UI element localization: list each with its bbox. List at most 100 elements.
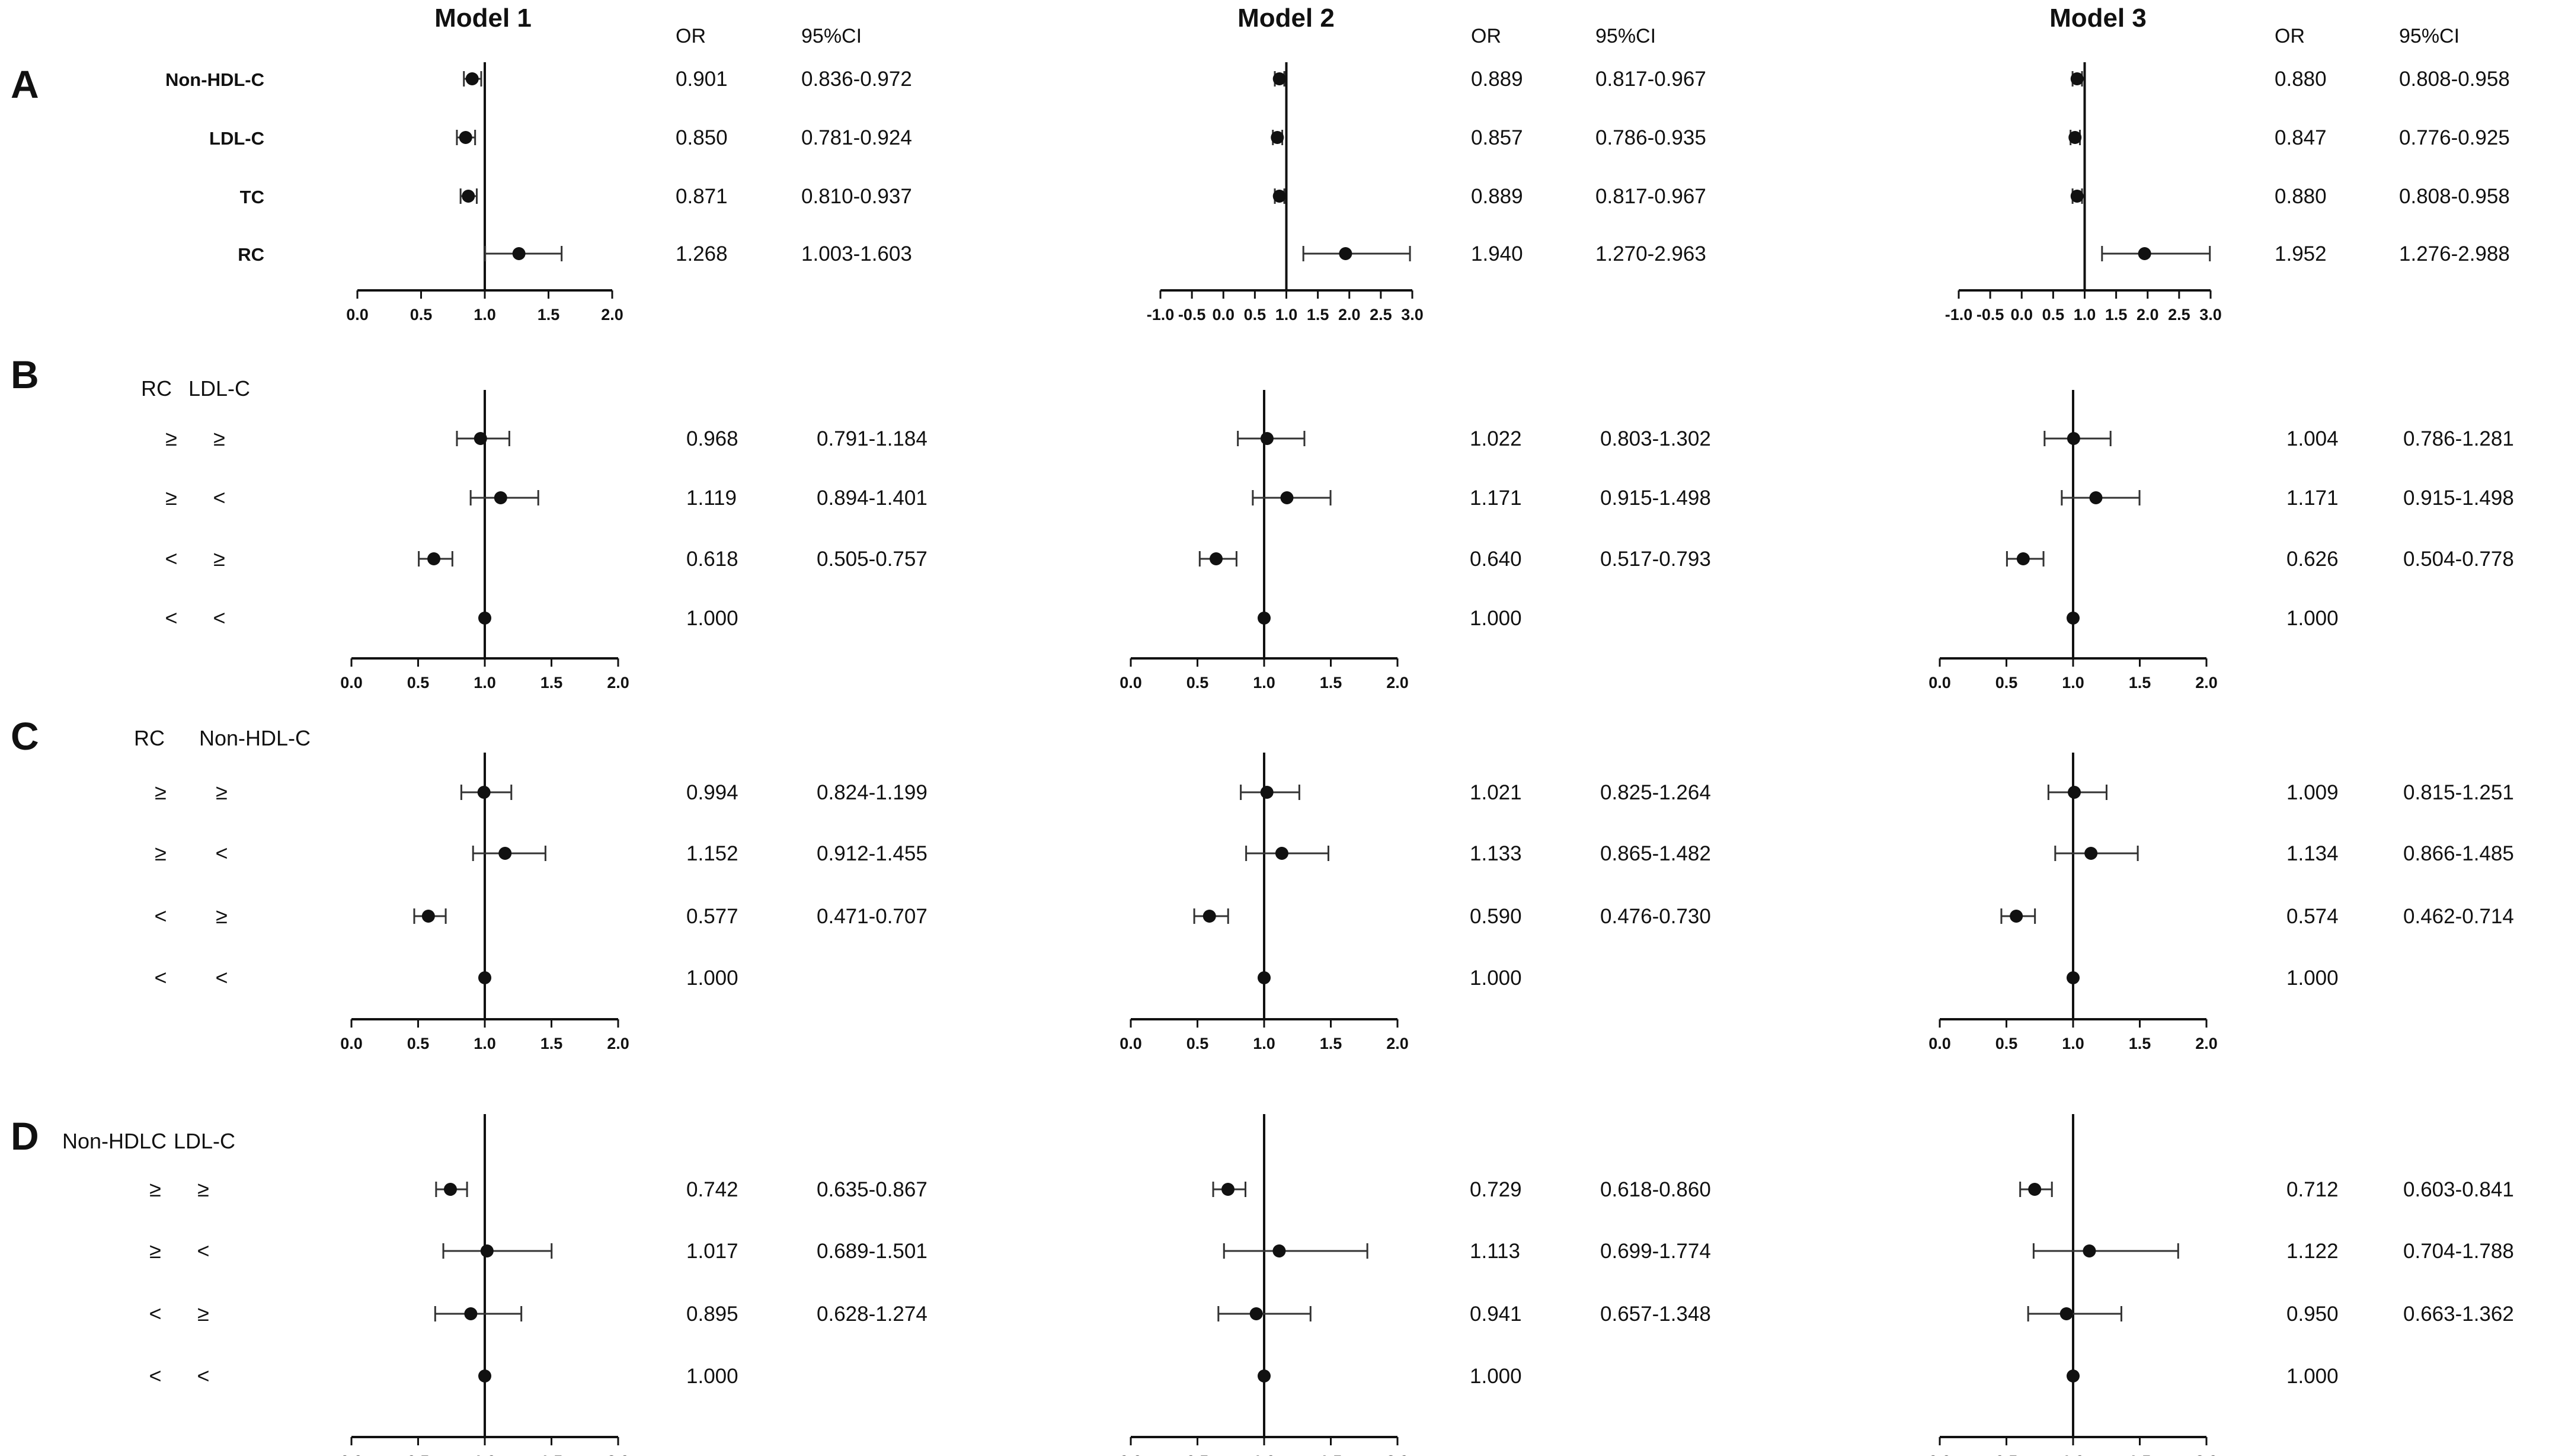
ci-value-label: 0.791-1.184 xyxy=(817,427,928,450)
x-tick-label: 0.0 xyxy=(2010,306,2033,324)
panel-letter: D xyxy=(11,1114,39,1158)
x-tick-label: 1.0 xyxy=(1253,1452,1275,1456)
or-value-label: 0.626 xyxy=(2286,548,2339,571)
x-tick-label: 1.0 xyxy=(474,674,496,692)
row-label-symbol: ≥ xyxy=(216,904,228,928)
panel-letter: B xyxy=(11,353,39,396)
x-tick-label: 2.0 xyxy=(607,1035,629,1052)
ci-value-label: 0.808-0.958 xyxy=(2399,68,2510,91)
or-value-label: 1.004 xyxy=(2286,427,2339,450)
x-tick-label: 2.0 xyxy=(1386,1452,1409,1456)
x-tick-label: -1.0 xyxy=(1147,306,1175,324)
model-2-forest: 0.0 0.5 1.0 1.5 2.0 1.021 0.825-1.264 1.133 0.86… xyxy=(1120,753,1711,1052)
x-tick-label: 1.5 xyxy=(538,306,560,324)
ci-value-label: 0.462-0.714 xyxy=(2403,905,2514,928)
x-tick-label: 2.0 xyxy=(2195,1035,2218,1052)
or-value-label: 0.742 xyxy=(686,1178,738,1201)
or-point xyxy=(1249,1307,1263,1320)
row-label-symbol: ≥ xyxy=(155,841,167,865)
ci-value-label: 0.786-1.281 xyxy=(2403,427,2514,450)
ci-value-label: 0.635-0.867 xyxy=(817,1178,928,1201)
or-value-label: 0.590 xyxy=(1470,905,1522,928)
or-point xyxy=(2067,971,2080,984)
or-point xyxy=(1339,247,1352,260)
x-tick-label: 1.0 xyxy=(2062,1035,2084,1052)
x-tick-label: 2.5 xyxy=(2168,306,2190,324)
or-point xyxy=(1272,1244,1286,1257)
or-point xyxy=(1221,1183,1235,1196)
or-point xyxy=(2083,1244,2096,1257)
or-value-label: 1.000 xyxy=(1470,967,1522,990)
group-header-label: RC xyxy=(134,726,165,750)
or-point xyxy=(512,247,526,260)
or-point xyxy=(464,1307,478,1320)
x-tick-label: 2.0 xyxy=(1386,674,1409,692)
row-label-symbol: ≥ xyxy=(216,780,228,804)
or-point xyxy=(2067,1369,2080,1383)
or-value-label: 1.119 xyxy=(686,487,737,510)
ci-value-label: 0.915-1.498 xyxy=(1600,487,1711,510)
row-label-symbol: < xyxy=(154,965,167,990)
or-point xyxy=(1280,491,1294,504)
or-point xyxy=(2084,847,2098,860)
or-value-label: 1.000 xyxy=(686,1365,738,1388)
ci-value-label: 0.865-1.482 xyxy=(1600,842,1711,865)
or-value-label: 0.889 xyxy=(1471,68,1523,91)
row-label-symbol: ≥ xyxy=(155,780,167,804)
ci-value-label: 0.505-0.757 xyxy=(817,548,928,571)
x-tick-label: 1.5 xyxy=(2129,1452,2151,1456)
panel-letter: A xyxy=(11,62,39,106)
model-1-forest: OR 95%CI 0.0 0.5 1.0 1.5 2.0 0.901 0.836-0.972 0.… xyxy=(346,25,912,324)
x-tick-label: 0.5 xyxy=(407,1452,430,1456)
or-point xyxy=(477,786,491,799)
panel-b: B RC LDL-C ≥ ≥ ≥ < < ≥ < <0.0 0.5 1.0 1.5 2.0 0.968 0.79… xyxy=(11,353,2514,692)
or-value-label: 0.729 xyxy=(1470,1178,1522,1201)
row-label-symbol: < xyxy=(197,1239,209,1263)
x-tick-label: 2.0 xyxy=(607,1452,629,1456)
or-value-label: 0.850 xyxy=(676,126,728,149)
x-tick-label: -0.5 xyxy=(1178,306,1206,324)
x-tick-label: 1.0 xyxy=(474,1452,496,1456)
panel-letter: C xyxy=(11,714,39,758)
x-tick-label: 0.5 xyxy=(1244,306,1266,324)
x-tick-label: -1.0 xyxy=(1945,306,1973,324)
ci-value-label: 1.276-2.988 xyxy=(2399,242,2510,265)
x-tick-label: 0.0 xyxy=(1120,1452,1142,1456)
or-value-label: 1.122 xyxy=(2286,1240,2339,1263)
or-value-label: 0.889 xyxy=(1471,185,1523,208)
x-tick-label: 1.5 xyxy=(2129,1035,2151,1052)
or-column-header: OR xyxy=(676,25,706,47)
row-label-symbol: < xyxy=(149,1364,161,1388)
ci-value-label: 0.781-0.924 xyxy=(801,126,912,149)
or-value-label: 0.618 xyxy=(686,548,738,571)
model-2-forest: 0.0 0.5 1.0 1.5 2.0 1.022 0.803-1.302 1.171 0.91… xyxy=(1120,390,1711,692)
panel-c: C RC Non-HDL-C ≥ ≥ ≥ < < ≥ < <0.0 0.5 1.0 1.5 2.0 0.994… xyxy=(11,714,2514,1052)
row-label: Non-HDL-C xyxy=(165,69,264,90)
group-header-label: Non-HDL-C xyxy=(199,726,311,750)
ci-value-label: 0.808-0.958 xyxy=(2399,185,2510,208)
or-point xyxy=(478,1369,491,1383)
model-3-forest: 0.0 0.5 1.0 1.5 2.0 1.004 0.786-1.281 1.171 0.91… xyxy=(1928,390,2514,692)
row-label-symbol: ≥ xyxy=(165,485,177,510)
or-point xyxy=(1260,432,1274,445)
ci-value-label: 0.803-1.302 xyxy=(1600,427,1711,450)
model-3-forest: 0.0 0.5 1.0 1.5 2.0 1.009 0.815-1.251 1.134 0.86… xyxy=(1928,753,2514,1052)
x-tick-label: 2.0 xyxy=(2137,306,2159,324)
group-header-label: LDL-C xyxy=(174,1129,235,1153)
x-tick-label: 2.0 xyxy=(2195,1452,2218,1456)
or-value-label: 1.000 xyxy=(2286,1365,2339,1388)
or-point xyxy=(1260,786,1274,799)
x-tick-label: 1.5 xyxy=(1307,306,1329,324)
or-point xyxy=(462,190,475,203)
or-point xyxy=(1258,612,1271,625)
x-tick-label: 1.5 xyxy=(2129,674,2151,692)
x-tick-label: 1.5 xyxy=(2105,306,2128,324)
model-1-forest: 0.0 0.5 1.0 1.5 2.0 0.968 0.791-1.184 1.119 0.89… xyxy=(340,390,928,692)
x-tick-label: 2.0 xyxy=(607,674,629,692)
ci-value-label: 0.517-0.793 xyxy=(1600,548,1711,571)
row-label-symbol: ≥ xyxy=(165,426,177,450)
or-value-label: 1.152 xyxy=(686,842,738,865)
model-3-forest: 0.0 0.5 1.0 1.5 2.0 0.712 0.603-0.841 1.122 0.70… xyxy=(1928,1114,2514,1456)
or-value-label: 0.574 xyxy=(2286,905,2339,928)
ci-value-label: 0.628-1.274 xyxy=(817,1303,928,1326)
